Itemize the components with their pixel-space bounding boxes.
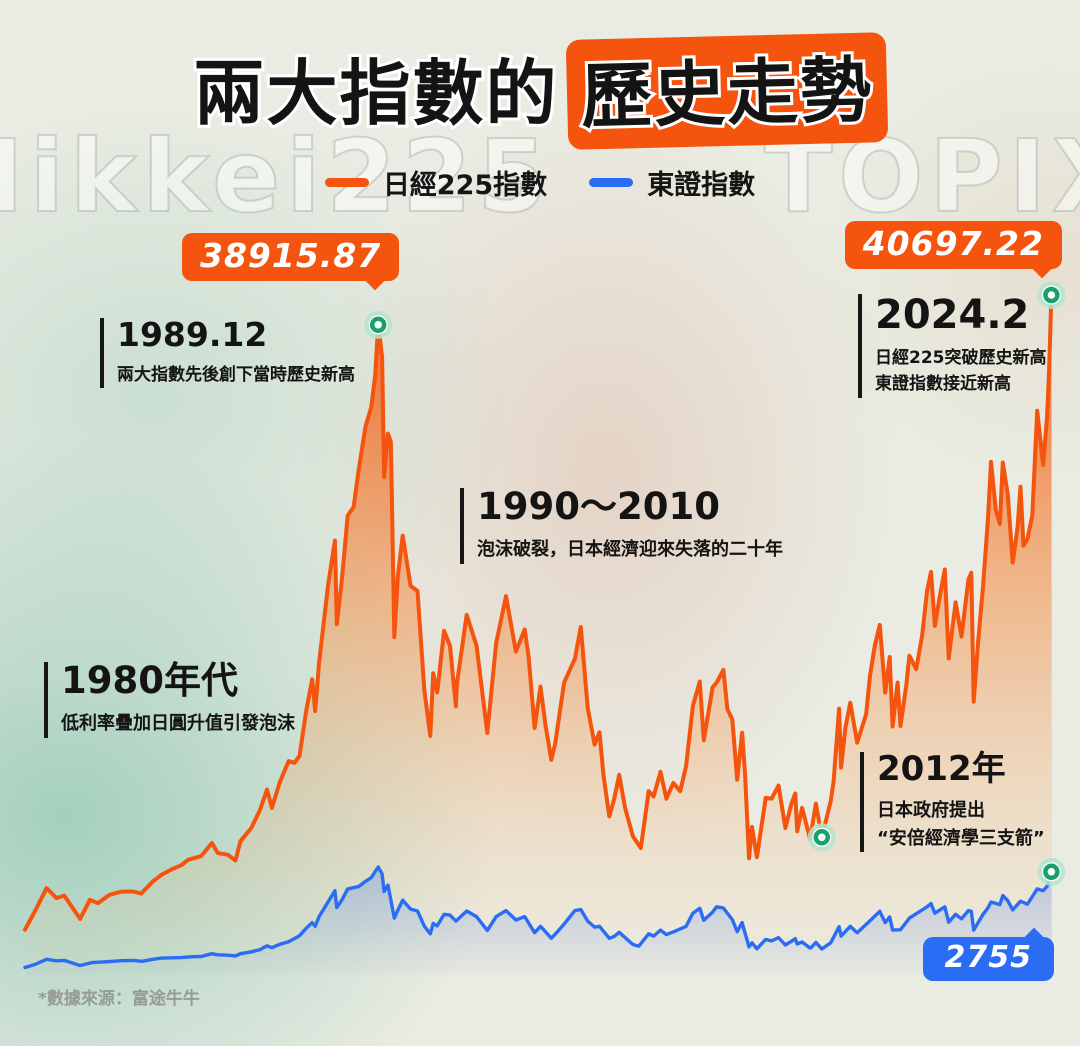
point-marker bbox=[364, 310, 393, 339]
annotation-1990-2010: 1990～2010 泡沫破裂，日本經濟迎來失落的二十年 bbox=[460, 485, 783, 564]
annotation-2024: 2024.2 日經225突破歷史新高 東證指數接近新高 bbox=[858, 294, 1047, 398]
annotation-2024-line2: 東證指數接近新高 bbox=[875, 374, 1011, 395]
nikkei-1989-peak-value: 38915.87 bbox=[200, 236, 382, 275]
annotation-1980s-title: 1980年代 bbox=[61, 659, 238, 702]
annotation-1990-2010-desc: 泡沫破裂，日本經濟迎來失落的二十年 bbox=[477, 538, 783, 560]
topix-line bbox=[23, 865, 1054, 970]
annotation-1989-title: 1989.12 bbox=[117, 315, 268, 354]
annotation-2012-line1: 日本政府提出 bbox=[877, 799, 985, 821]
annotation-2012-title: 2012年 bbox=[877, 749, 1006, 789]
point-marker bbox=[1037, 281, 1066, 309]
watermark-nikkei: Nikkei225 bbox=[0, 117, 554, 236]
annotation-2012-desc: 日本政府提出 “安倍經濟學三支箭” bbox=[877, 797, 1045, 853]
legend-item-nikkei: 日經225指數 bbox=[324, 163, 548, 202]
nikkei-1989-peak-badge: 38915.87 bbox=[182, 233, 400, 291]
nikkei-2024-high-badge: 40697.22 bbox=[844, 221, 1062, 279]
annotation-2024-title: 2024.2 bbox=[875, 292, 1030, 338]
annotation-1990-2010-title: 1990～2010 bbox=[477, 485, 720, 528]
topix-2024-badge: 2755 bbox=[922, 927, 1054, 981]
nikkei-line bbox=[23, 293, 1054, 932]
annotation-2024-line1: 日經225突破歷史新高 bbox=[875, 348, 1047, 368]
annotation-2024-desc: 日經225突破歷史新高 東證指數接近新高 bbox=[875, 345, 1047, 398]
annotation-1989: 1989.12 兩大指數先後創下當時歷史新高 bbox=[100, 315, 355, 388]
data-source-note: *數據來源：富途牛牛 bbox=[38, 989, 200, 1009]
topix-line-swatch bbox=[589, 178, 634, 187]
annotation-2012: 2012年 日本政府提出 “安倍經濟學三支箭” bbox=[860, 749, 1045, 853]
legend-item-topix: 東證指數 bbox=[589, 163, 755, 202]
annotation-1989-desc: 兩大指數先後創下當時歷史新高 bbox=[117, 364, 355, 385]
title-prefix: 兩大指數的 bbox=[190, 49, 559, 138]
topix-2024-value: 2755 bbox=[944, 940, 1032, 975]
annotation-1980s-desc: 低利率疊加日圓升值引發泡沫 bbox=[61, 712, 295, 734]
point-marker bbox=[1037, 857, 1066, 886]
page-title: 兩大指數的 歷史走勢 bbox=[0, 32, 1080, 150]
annotation-1980s: 1980年代 低利率疊加日圓升值引發泡沫 bbox=[44, 659, 295, 738]
nikkei-legend-label: 日經225指數 bbox=[382, 170, 548, 201]
nikkei-line-swatch bbox=[324, 178, 369, 187]
nikkei-2024-high-value: 40697.22 bbox=[862, 224, 1044, 263]
point-marker bbox=[807, 823, 836, 852]
topix-legend-label: 東證指數 bbox=[647, 170, 756, 201]
annotation-2012-line2: “安倍經濟學三支箭” bbox=[877, 827, 1045, 849]
chart-legend: 日經225指數 東證指數 bbox=[0, 163, 1080, 202]
title-highlight: 歷史走勢 bbox=[565, 32, 888, 150]
topix-area bbox=[25, 867, 1052, 975]
